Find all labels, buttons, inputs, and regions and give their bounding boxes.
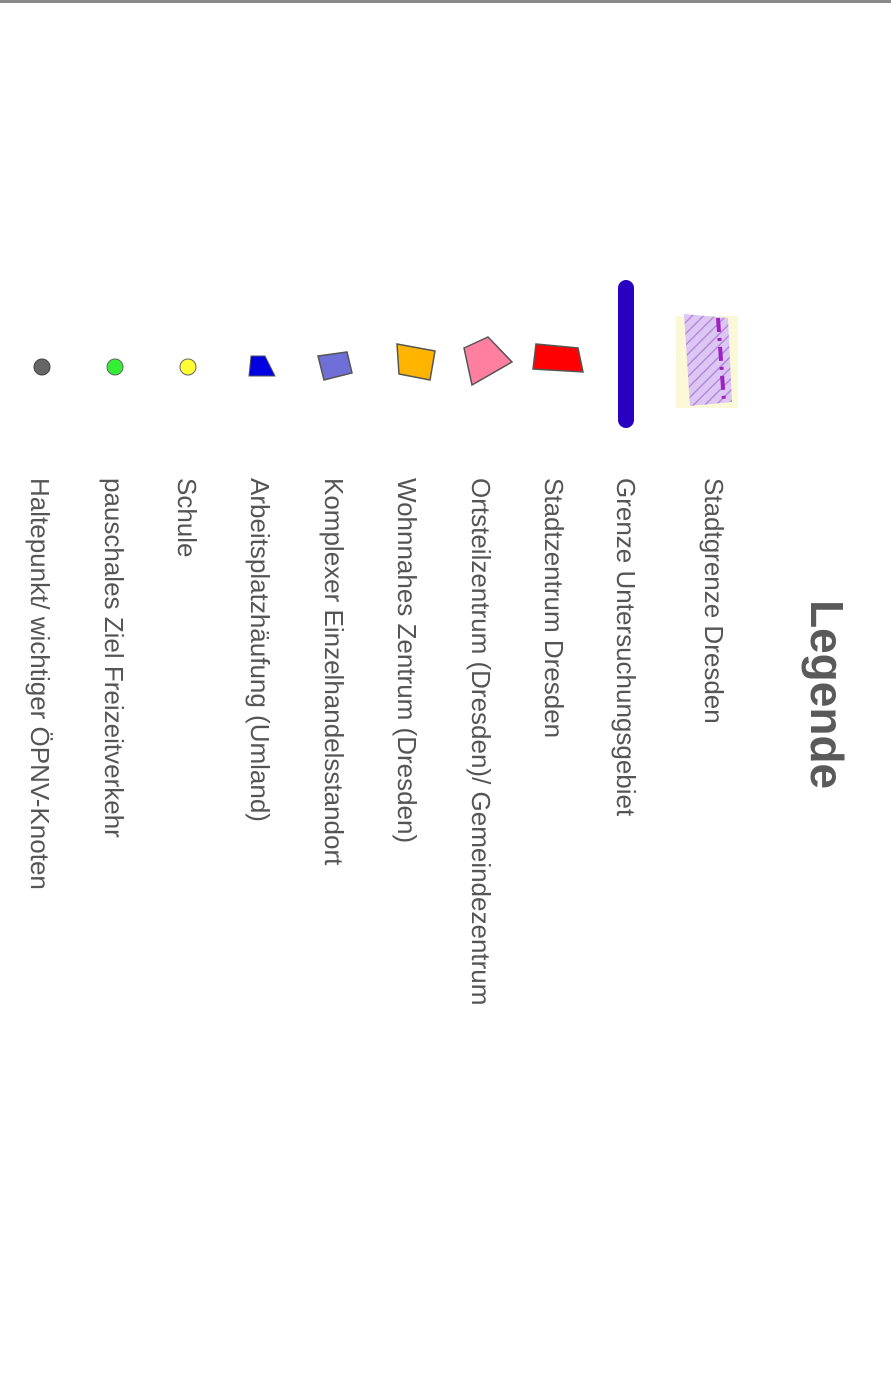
yellow-circle-icon bbox=[179, 358, 197, 376]
legend-label-transit-node: Haltepunkt/ wichtiger ÖPNV-Knoten bbox=[25, 478, 55, 890]
orange-polygon-icon bbox=[396, 343, 436, 381]
legend-label-residential-center: Wohnnahes Zentrum (Dresden) bbox=[392, 478, 422, 844]
red-polygon-icon bbox=[532, 343, 584, 373]
slate-blue-polygon-icon bbox=[317, 351, 353, 381]
legend-label-city-boundary: Stadtgrenze Dresden bbox=[699, 478, 729, 724]
blue-polygon-icon bbox=[248, 355, 276, 377]
legend-label-study-area-boundary: Grenze Untersuchungsgebiet bbox=[611, 478, 641, 817]
grey-circle-icon bbox=[33, 358, 51, 376]
city-boundary-hatch-icon bbox=[676, 314, 738, 408]
green-circle-icon bbox=[106, 358, 124, 376]
legend-label-employment-cluster: Arbeitsplatzhäufung (Umland) bbox=[245, 478, 275, 822]
pink-polygon-icon bbox=[463, 336, 514, 387]
legend-label-city-center: Stadtzentrum Dresden bbox=[539, 478, 569, 739]
legend-label-district-center: Ortsteilzentrum (Dresden)/ Gemeindezentr… bbox=[466, 478, 496, 1006]
legend-label-retail-location: Komplexer Einzelhandelsstandort bbox=[319, 478, 349, 866]
legend-label-leisure-destination: pauschales Ziel Freizeitverkehr bbox=[99, 478, 129, 838]
legend-label-school: Schule bbox=[172, 478, 202, 558]
top-border bbox=[0, 0, 891, 3]
legend-title: Legende bbox=[801, 600, 853, 790]
